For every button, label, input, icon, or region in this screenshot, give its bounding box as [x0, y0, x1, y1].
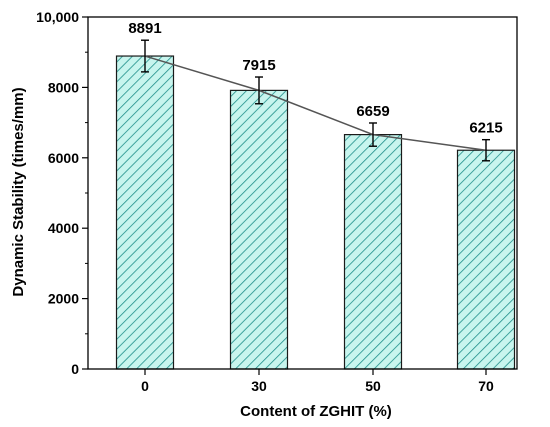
x-axis-title: Content of ZGHIT (%): [240, 403, 392, 420]
y-tick-label: 10,000: [36, 9, 79, 25]
x-tick-label: 70: [478, 378, 494, 394]
data-label-30: 7915: [242, 57, 275, 74]
x-tick-label: 0: [141, 378, 149, 394]
axes-group: 0 30 50 70 0 2000 4000 6000 8000 10,000: [36, 9, 518, 394]
data-label-0: 8891: [128, 20, 161, 37]
y-tick-label: 2000: [48, 291, 79, 307]
data-label-70: 6215: [469, 120, 502, 137]
bar-30: [229, 89, 289, 370]
y-axis-title: Dynamic Stability (times/mm): [10, 87, 27, 296]
bar-0: [115, 55, 175, 370]
data-label-50: 6659: [356, 103, 389, 120]
y-tick-label: 6000: [48, 150, 79, 166]
trend-line: [144, 55, 487, 151]
error-bars-group: [141, 39, 490, 162]
y-tick-label: 4000: [48, 220, 79, 236]
bar-70: [456, 149, 516, 370]
bars-group: [115, 55, 516, 370]
y-tick-label: 0: [71, 361, 79, 377]
x-tick-label: 30: [251, 378, 267, 394]
data-labels-group: 8891 7915 6659 6215: [128, 20, 502, 136]
x-tick-label: 50: [365, 378, 381, 394]
y-tick-label: 8000: [48, 79, 79, 95]
bar-50: [343, 134, 403, 370]
